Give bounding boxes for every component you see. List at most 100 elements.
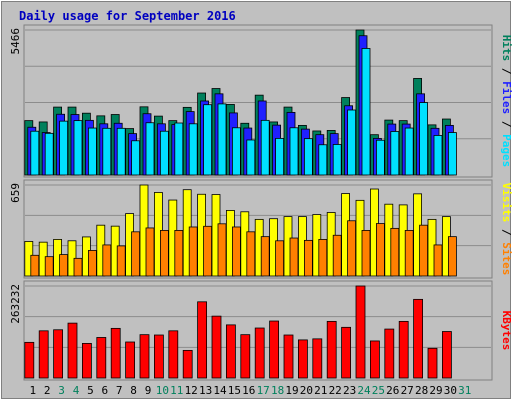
x-tick-day-2: 2 <box>44 384 51 397</box>
panel-kbytes: 263232 KBytes <box>9 280 512 381</box>
bar-pages-day-5 <box>88 127 97 176</box>
bar-sites-day-15 <box>231 226 241 277</box>
bar-sites-day-8 <box>131 231 141 277</box>
bar-sites-day-26 <box>390 227 400 277</box>
x-tick-day-5: 5 <box>87 384 94 397</box>
panel-max-label: 5466 <box>9 28 22 55</box>
bar-sites-day-9 <box>145 227 155 277</box>
bar-sites-day-11 <box>174 230 184 277</box>
bar-kbytes-day-15 <box>225 324 236 379</box>
legend-files: Files <box>500 81 512 114</box>
bar-kbytes-day-19 <box>283 334 294 379</box>
bar-kbytes-day-26 <box>384 328 395 379</box>
bar-kbytes-day-3 <box>53 329 63 379</box>
bar-kbytes-day-23 <box>341 326 352 379</box>
x-tick-day-16: 16 <box>242 384 255 397</box>
bar-sites-day-16 <box>246 231 256 277</box>
bar-kbytes-day-6 <box>96 337 107 379</box>
bar-kbytes-day-17 <box>254 327 265 379</box>
legend-hits: Hits <box>500 35 512 62</box>
bar-sites-day-24 <box>361 230 371 277</box>
bar-kbytes-day-4 <box>67 322 78 379</box>
bar-pages-day-19 <box>289 127 299 176</box>
bar-kbytes-day-10 <box>153 334 164 379</box>
legend-pages: Pages <box>500 134 512 167</box>
bar-sites-day-6 <box>102 244 112 277</box>
panel-hits: 5466 Hits / Files / Pages <box>9 24 512 178</box>
x-tick-day-13: 13 <box>199 384 212 397</box>
bar-kbytes-day-18 <box>269 320 280 379</box>
panel-visits: 659 Visits / Sites <box>9 179 512 279</box>
x-axis: 1 2 3 4 5 6 7 8 9 10 11 12 13 14 15 16 17 18 19 20 21 22 23 24 2… <box>29 384 471 397</box>
legend-separator: / <box>500 114 512 134</box>
bar-sites-day-12 <box>188 226 198 277</box>
bar-kbytes-day-27 <box>398 320 409 379</box>
bar-pages-day-16 <box>246 139 256 176</box>
panels-layer: 5466 Hits / Files / Pages 659 Visits / Site… <box>9 24 512 381</box>
bar-pages-day-28 <box>419 102 429 176</box>
x-tick-day-7: 7 <box>116 384 123 397</box>
bar-sites-day-28 <box>419 224 429 277</box>
x-tick-day-4: 4 <box>73 384 80 397</box>
bar-kbytes-day-16 <box>240 334 251 379</box>
x-tick-day-26: 26 <box>386 384 399 397</box>
bar-sites-day-18 <box>275 240 285 277</box>
x-tick-day-9: 9 <box>145 384 152 397</box>
bar-pages-day-30 <box>447 132 457 176</box>
legend-kbytes: KBytes <box>500 311 512 351</box>
bar-pages-day-12 <box>188 123 198 176</box>
bar-pages-day-1 <box>30 130 40 176</box>
bar-sites-day-25 <box>375 223 385 277</box>
bar-sites-day-21 <box>318 239 328 277</box>
bar-pages-day-26 <box>390 131 400 176</box>
bar-pages-day-15 <box>231 127 241 176</box>
x-tick-day-8: 8 <box>130 384 137 397</box>
bar-pages-day-13 <box>203 104 213 176</box>
bar-pages-day-18 <box>275 137 285 176</box>
bar-kbytes-day-2 <box>38 330 49 379</box>
panel-side-label: KBytes <box>500 311 512 351</box>
bar-kbytes-day-5 <box>82 342 92 379</box>
panel-max-label: 659 <box>9 183 22 203</box>
bar-sites-day-17 <box>260 236 270 277</box>
bar-kbytes-day-28 <box>413 298 424 379</box>
bar-pages-day-7 <box>116 127 126 176</box>
panel-side-label: Hits / Files / Pages <box>500 35 512 168</box>
bar-pages-day-20 <box>303 138 313 176</box>
x-tick-day-27: 27 <box>401 384 414 397</box>
bar-sites-day-14 <box>217 223 227 277</box>
bar-sites-day-10 <box>159 230 169 277</box>
bar-pages-day-6 <box>102 127 112 176</box>
bar-pages-day-3 <box>59 120 68 176</box>
bar-kbytes-day-20 <box>297 339 308 379</box>
x-tick-day-17: 17 <box>257 384 270 397</box>
bar-pages-day-22 <box>332 144 342 176</box>
bar-pages-day-23 <box>347 109 357 176</box>
bar-sites-day-23 <box>347 220 357 277</box>
bar-kbytes-day-22 <box>326 320 337 379</box>
bar-pages-day-2 <box>44 132 54 176</box>
bar-kbytes-day-8 <box>125 341 135 379</box>
bar-kbytes-day-30 <box>441 331 452 379</box>
bar-pages-day-14 <box>217 103 227 176</box>
x-tick-day-15: 15 <box>228 384 241 397</box>
x-tick-day-20: 20 <box>300 384 313 397</box>
bar-sites-day-30 <box>447 236 457 277</box>
bar-kbytes-day-9 <box>139 334 150 379</box>
panel-side-label: Visits / Sites <box>500 183 512 276</box>
x-tick-day-19: 19 <box>285 384 298 397</box>
bar-pages-day-24 <box>361 48 371 176</box>
x-tick-day-21: 21 <box>314 384 327 397</box>
bar-kbytes-day-1 <box>24 341 35 379</box>
bar-pages-day-17 <box>260 119 270 176</box>
x-tick-day-30: 30 <box>444 384 457 397</box>
bar-sites-day-7 <box>116 245 126 277</box>
bar-kbytes-day-7 <box>110 327 121 379</box>
bar-kbytes-day-29 <box>427 347 438 379</box>
bar-sites-day-29 <box>433 244 443 277</box>
bar-kbytes-day-21 <box>312 338 323 379</box>
bar-kbytes-day-11 <box>168 330 179 379</box>
